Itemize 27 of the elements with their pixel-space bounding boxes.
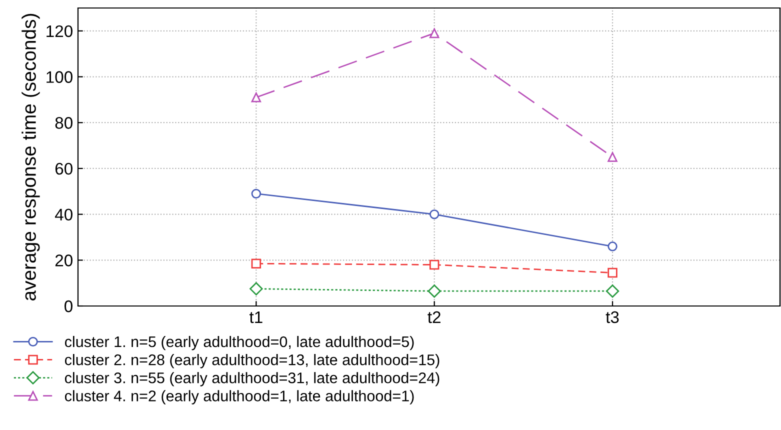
legend-label: cluster 3. n=55 (early adulthood=31, late adulthood=24)	[64, 372, 440, 386]
y-tick-label: 40	[54, 208, 72, 221]
point	[251, 258, 262, 268]
y-tick-label: 120	[46, 25, 72, 38]
point	[428, 284, 441, 298]
legend-label: cluster 1. n=5 (early adulthood=0, late adulthood=5)	[64, 336, 414, 350]
point	[608, 152, 618, 162]
x-tick-label: t3	[606, 311, 619, 324]
point	[429, 209, 440, 220]
point	[606, 284, 620, 298]
y-tick-label: 60	[55, 162, 72, 175]
point	[608, 242, 618, 252]
point	[251, 92, 262, 102]
x-tick-label: t2	[428, 311, 440, 324]
point	[429, 260, 440, 270]
y-axis-title: average response time (seconds)	[22, 14, 40, 300]
point	[608, 268, 618, 278]
point	[251, 188, 262, 199]
legend-label: cluster 2. n=28 (early adulthood=13, late adulthood=15)	[64, 354, 440, 368]
y-tick-label: 0	[64, 300, 72, 312]
point	[250, 282, 263, 296]
y-tick-label: 20	[55, 254, 72, 266]
y-tick-label: 100	[46, 71, 72, 83]
legend-label: cluster 4. n=2 (early adulthood=1, late adulthood=1)	[64, 390, 414, 404]
x-tick-label: t1	[249, 311, 262, 324]
y-tick-label: 80	[55, 117, 72, 129]
point	[429, 28, 440, 38]
